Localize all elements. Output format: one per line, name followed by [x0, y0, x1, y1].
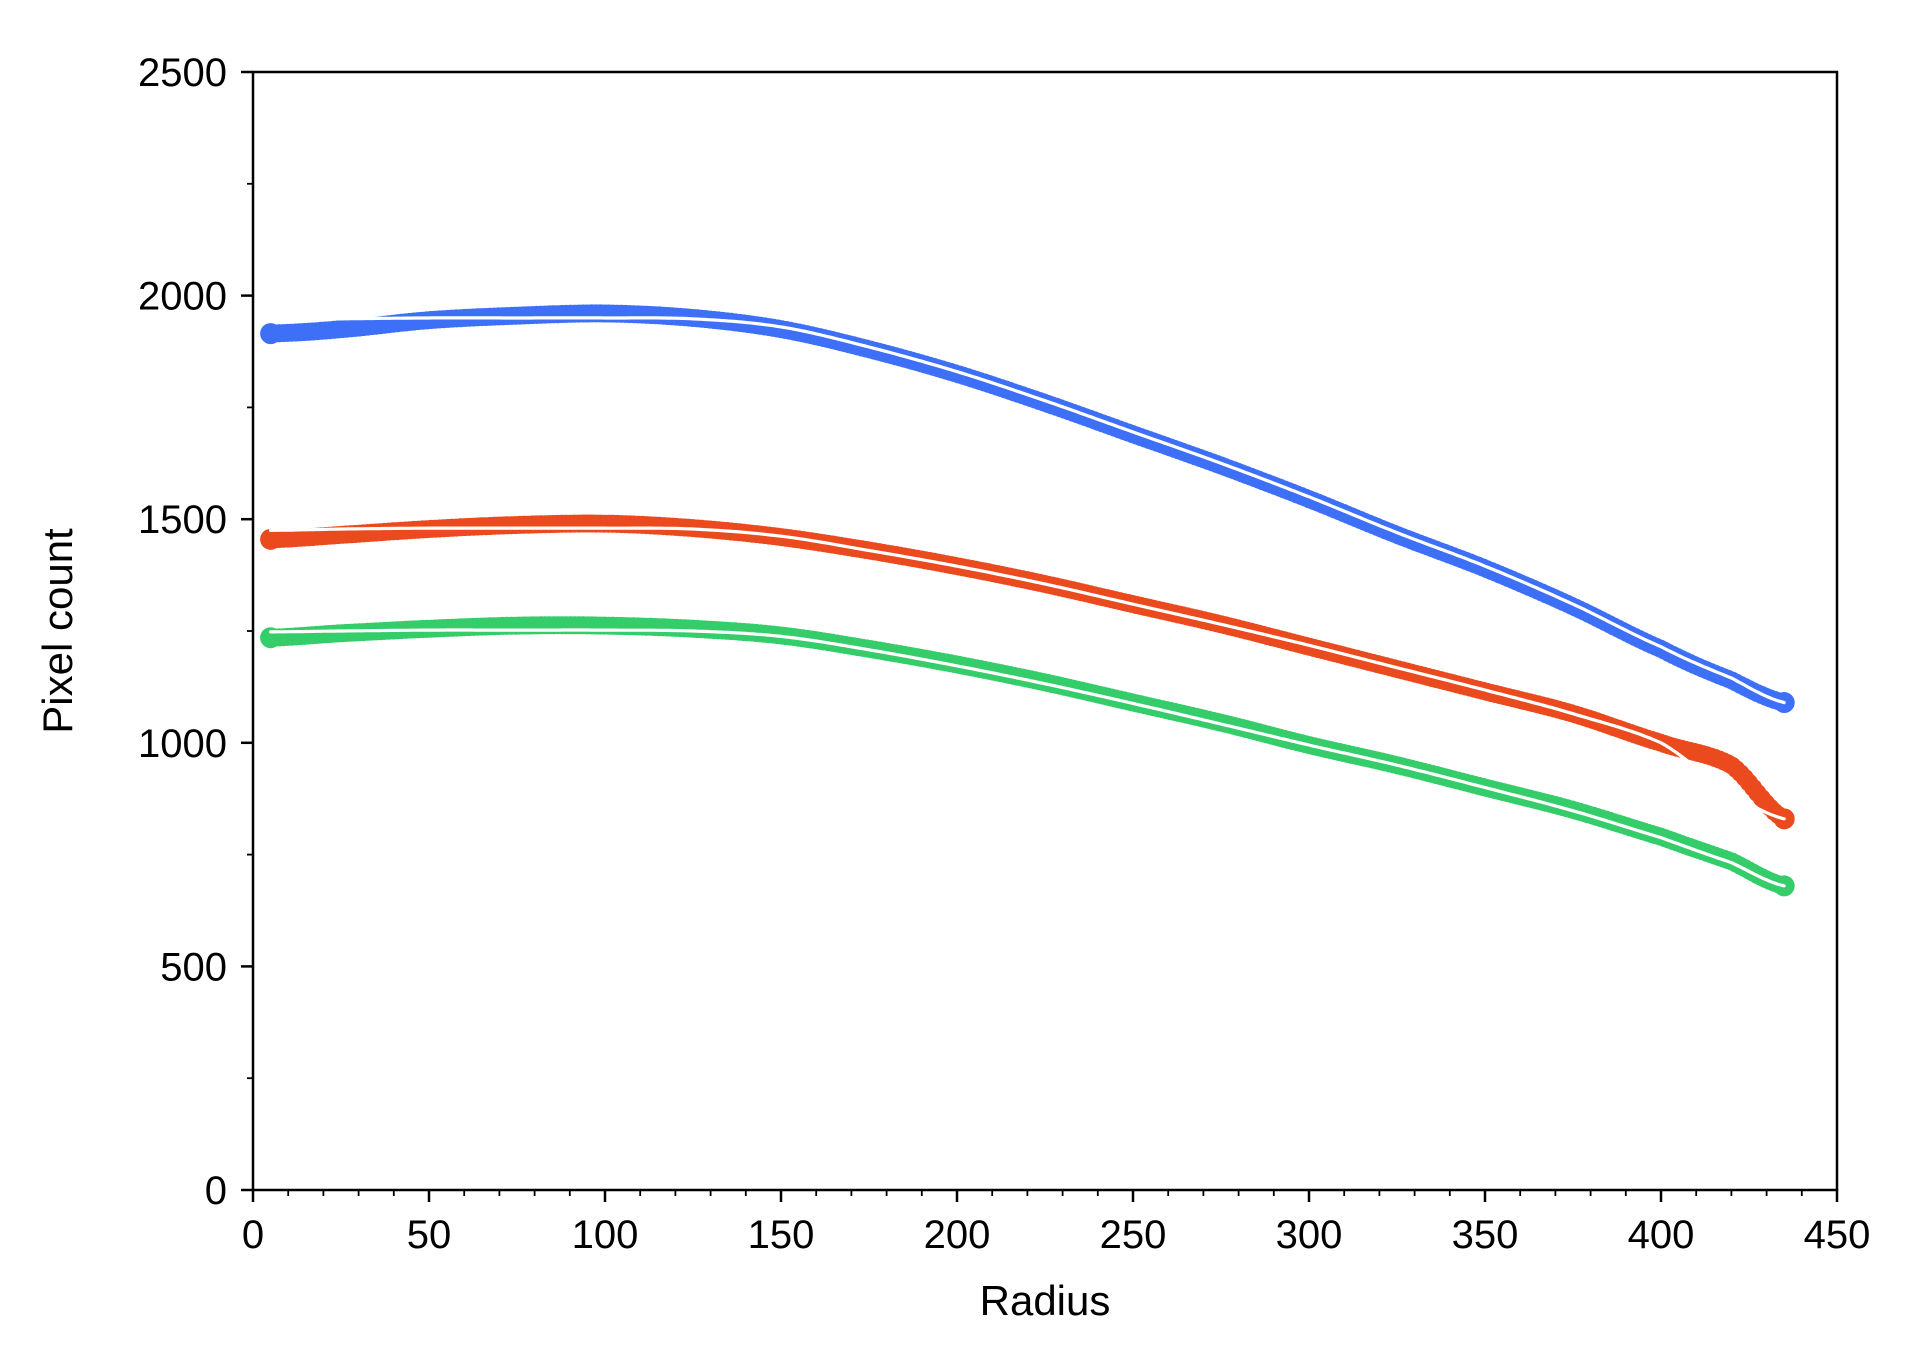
- y-tick-label: 1000: [138, 722, 227, 766]
- y-tick-label: 0: [205, 1169, 227, 1213]
- x-tick-label: 450: [1804, 1213, 1871, 1257]
- series-0: [260, 304, 1795, 714]
- x-axis-title: Radius: [980, 1277, 1111, 1324]
- x-tick-label: 100: [572, 1213, 639, 1257]
- x-tick-label: 50: [407, 1213, 452, 1257]
- endpoint-marker: [260, 528, 282, 550]
- x-tick-label: 150: [748, 1213, 815, 1257]
- series-2-fit-line: [269, 628, 1786, 888]
- x-tick-label: 0: [242, 1213, 264, 1257]
- x-tick-label: 350: [1452, 1213, 1519, 1257]
- endpoint-marker: [260, 323, 282, 345]
- series-layer: [260, 304, 1795, 897]
- x-tick-label: 400: [1628, 1213, 1695, 1257]
- series-0-markers: [260, 304, 1795, 714]
- x-tick-label: 300: [1276, 1213, 1343, 1257]
- ticks-layer: 0 50 100 150 200 250 300 350 400 450 0 500 1000 1500 2…: [138, 51, 1870, 1257]
- y-axis-title: Pixel count: [34, 528, 81, 734]
- y-tick-label: 500: [160, 945, 227, 989]
- series-0-fit-line: [269, 316, 1786, 705]
- series-1: [260, 514, 1795, 830]
- y-tick-label: 1500: [138, 498, 227, 542]
- x-tick-label: 250: [1100, 1213, 1167, 1257]
- series-2-markers: [260, 616, 1795, 897]
- y-tick-label: 2000: [138, 275, 227, 319]
- series-1-fit-line: [269, 526, 1786, 821]
- series-2: [260, 616, 1795, 897]
- y-tick-label: 2500: [138, 51, 227, 95]
- x-tick-label: 200: [924, 1213, 991, 1257]
